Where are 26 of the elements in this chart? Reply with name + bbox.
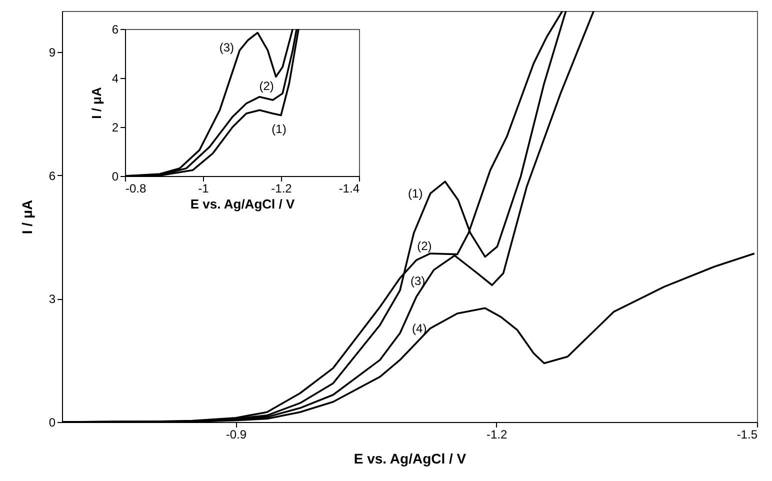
series-label: (4) bbox=[412, 321, 427, 336]
series-label: (3) bbox=[410, 274, 426, 288]
x-tick-label: -1.4 bbox=[338, 182, 360, 196]
x-tick-label: -0.8 bbox=[126, 182, 147, 196]
y-axis-title: I / μA bbox=[18, 200, 35, 234]
series-label: (2) bbox=[259, 78, 274, 93]
series-label: (2) bbox=[417, 239, 432, 254]
series-label: (1) bbox=[272, 122, 286, 136]
y-tick-label: 6 bbox=[48, 168, 56, 183]
series-label: (3) bbox=[219, 40, 234, 54]
y-tick-label: 0 bbox=[112, 170, 119, 184]
y-tick-label: 3 bbox=[48, 292, 56, 306]
y-tick-label: 2 bbox=[112, 120, 119, 134]
x-axis-title: E vs. Ag/AgCl / V bbox=[354, 450, 467, 466]
x-tick-label: -1.2 bbox=[271, 182, 292, 196]
x-tick-label: -1 bbox=[198, 182, 210, 196]
y-tick-label: 9 bbox=[48, 46, 56, 60]
x-axis-title: E vs. Ag/AgCl / V bbox=[190, 196, 295, 212]
x-tick-label: -1.5 bbox=[736, 428, 758, 442]
x-tick-label: -1.2 bbox=[486, 428, 508, 442]
x-tick-label: -0.9 bbox=[226, 428, 247, 442]
y-tick-label: 4 bbox=[112, 72, 119, 86]
y-axis-title: I / μA bbox=[88, 86, 104, 119]
series-label: (1) bbox=[408, 186, 423, 200]
y-tick-label: 0 bbox=[48, 416, 56, 430]
y-tick-label: 6 bbox=[112, 22, 119, 36]
